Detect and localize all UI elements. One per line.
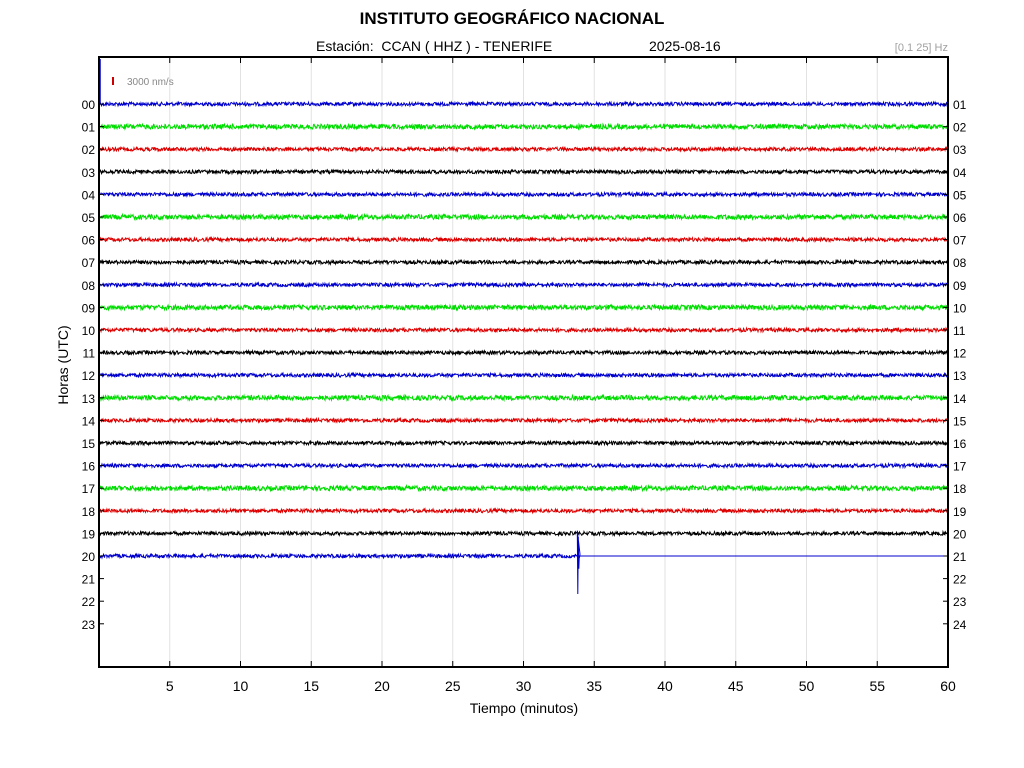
x-tick-label: 60 bbox=[940, 678, 956, 694]
y-tick-label-left: 06 bbox=[82, 234, 96, 248]
trace-hour-17 bbox=[99, 483, 949, 493]
y-tick-label-left: 18 bbox=[82, 505, 96, 519]
y-tick-label-right: 22 bbox=[953, 573, 967, 587]
x-tick-label: 15 bbox=[303, 678, 319, 694]
x-tick-label: 50 bbox=[799, 678, 815, 694]
y-tick-label-left: 16 bbox=[82, 460, 96, 474]
amplitude-scale: 3000 nm/s bbox=[112, 77, 174, 88]
x-tick-label: 20 bbox=[374, 678, 390, 694]
trace-hour-12 bbox=[99, 371, 949, 379]
trace-hour-19 bbox=[99, 529, 949, 538]
y-tick-label-left: 23 bbox=[82, 618, 96, 632]
trace-hour-15 bbox=[99, 439, 949, 447]
grid bbox=[169, 57, 878, 667]
ticks bbox=[99, 57, 949, 667]
y-tick-label-left: 11 bbox=[83, 347, 96, 361]
trace-hour-01 bbox=[99, 122, 949, 131]
y-tick-label-left: 14 bbox=[82, 414, 96, 428]
y-tick-label-right: 16 bbox=[953, 437, 967, 451]
trace-hour-18 bbox=[99, 507, 949, 515]
y-tick-label-left: 21 bbox=[82, 573, 96, 587]
x-tick-label: 5 bbox=[166, 678, 174, 694]
trace-hour-16 bbox=[99, 461, 949, 470]
tick-labels: 5 10 15 20 25 30 35 40 45 50 55 60 00 01 02 03 04 05 06 07 0… bbox=[82, 98, 967, 694]
trace-hour-02 bbox=[99, 145, 949, 153]
trace-hour-08 bbox=[99, 281, 949, 289]
y-tick-label-left: 05 bbox=[82, 211, 96, 225]
trace-hour-11 bbox=[99, 348, 949, 357]
y-tick-label-right: 06 bbox=[953, 211, 967, 225]
y-tick-label-left: 01 bbox=[82, 121, 96, 135]
y-tick-label-right: 18 bbox=[953, 482, 967, 496]
y-tick-label-right: 10 bbox=[953, 301, 967, 315]
y-tick-label-left: 07 bbox=[82, 256, 96, 270]
y-tick-label-left: 08 bbox=[82, 279, 96, 293]
y-tick-label-left: 22 bbox=[82, 595, 96, 609]
x-axis-label: Tiempo (minutos) bbox=[469, 700, 579, 716]
y-axis-label: Horas (UTC) bbox=[55, 325, 71, 405]
station-label: Estación: CCAN ( HHZ ) - TENERIFE bbox=[316, 38, 553, 54]
y-tick-label-left: 15 bbox=[82, 437, 96, 451]
x-tick-label: 30 bbox=[516, 678, 532, 694]
x-tick-label: 40 bbox=[657, 678, 673, 694]
y-tick-label-left: 09 bbox=[82, 301, 96, 315]
y-tick-label-right: 14 bbox=[953, 392, 967, 406]
y-tick-label-right: 23 bbox=[953, 595, 967, 609]
y-tick-label-left: 03 bbox=[82, 166, 96, 180]
y-tick-label-right: 21 bbox=[953, 550, 967, 564]
trace-hour-10 bbox=[99, 326, 949, 334]
trace-hour-07 bbox=[99, 258, 949, 266]
trace-hour-04 bbox=[99, 190, 949, 199]
trace-hour-13 bbox=[99, 393, 949, 403]
y-tick-label-left: 19 bbox=[82, 527, 96, 541]
y-tick-label-right: 01 bbox=[953, 98, 967, 112]
x-tick-label: 10 bbox=[233, 678, 249, 694]
y-tick-label-right: 19 bbox=[953, 505, 967, 519]
y-tick-label-right: 03 bbox=[953, 143, 967, 157]
trace-hour-00 bbox=[99, 100, 949, 108]
y-tick-label-left: 13 bbox=[82, 392, 96, 406]
y-tick-label-right: 24 bbox=[953, 618, 967, 632]
x-tick-label: 35 bbox=[586, 678, 602, 694]
chart-title: INSTITUTO GEOGRÁFICO NACIONAL bbox=[359, 9, 665, 28]
y-tick-label-left: 00 bbox=[82, 98, 96, 112]
x-tick-label: 45 bbox=[728, 678, 744, 694]
y-tick-label-left: 20 bbox=[82, 550, 96, 564]
y-tick-label-right: 17 bbox=[953, 460, 967, 474]
trace-hour-03 bbox=[99, 168, 949, 176]
trace-hour-06 bbox=[99, 235, 949, 244]
y-tick-label-right: 04 bbox=[953, 166, 967, 180]
y-tick-label-right: 15 bbox=[953, 414, 967, 428]
y-tick-label-left: 12 bbox=[82, 369, 96, 383]
date-label: 2025-08-16 bbox=[649, 38, 721, 54]
y-tick-label-right: 05 bbox=[953, 188, 967, 202]
y-tick-label-left: 10 bbox=[82, 324, 96, 338]
traces bbox=[99, 59, 949, 595]
x-tick-label: 25 bbox=[445, 678, 461, 694]
trace-hour-20 bbox=[99, 530, 948, 595]
scale-bar bbox=[112, 77, 114, 85]
y-tick-label-right: 20 bbox=[953, 527, 967, 541]
y-tick-label-right: 08 bbox=[953, 256, 967, 270]
y-tick-label-right: 02 bbox=[953, 121, 967, 135]
y-tick-label-right: 12 bbox=[953, 347, 967, 361]
scale-label: 3000 nm/s bbox=[127, 77, 174, 88]
trace-hour-09 bbox=[99, 303, 949, 312]
y-tick-label-right: 13 bbox=[953, 369, 967, 383]
trace-hour-14 bbox=[99, 416, 949, 425]
y-tick-label-left: 17 bbox=[82, 482, 96, 496]
filter-label: [0.1 25] Hz bbox=[894, 42, 948, 54]
y-tick-label-left: 04 bbox=[82, 188, 96, 202]
trace-hour-05 bbox=[99, 212, 949, 222]
y-tick-label-right: 11 bbox=[953, 324, 966, 338]
x-tick-label: 55 bbox=[869, 678, 885, 694]
y-tick-label-left: 02 bbox=[82, 143, 96, 157]
y-tick-label-right: 07 bbox=[953, 234, 967, 248]
y-tick-label-right: 09 bbox=[953, 279, 967, 293]
